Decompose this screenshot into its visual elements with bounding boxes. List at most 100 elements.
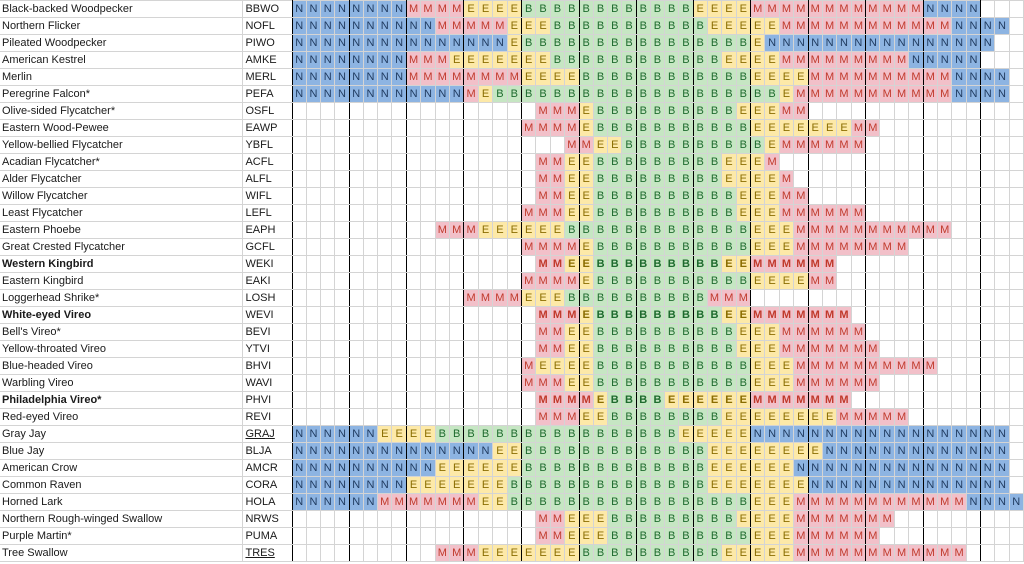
status-cell[interactable]: B [621,51,637,69]
status-cell[interactable]: N [980,476,996,494]
status-cell[interactable] [463,408,479,426]
status-cell[interactable]: B [678,493,694,511]
status-cell[interactable] [793,170,809,188]
status-cell[interactable]: N [291,34,307,52]
status-cell[interactable]: E [463,0,479,18]
status-cell[interactable] [1008,374,1024,392]
status-cell[interactable] [850,306,867,324]
status-cell[interactable]: B [607,102,623,120]
status-cell[interactable]: B [678,85,694,103]
species-code-cell[interactable]: GRAJ [242,425,293,443]
status-cell[interactable]: N [291,0,307,18]
status-cell[interactable]: E [449,51,465,69]
status-cell[interactable] [893,170,910,188]
status-cell[interactable]: N [951,459,967,477]
status-cell[interactable]: M [564,102,580,120]
status-cell[interactable] [362,204,379,222]
status-cell[interactable] [764,289,780,307]
status-cell[interactable]: B [607,272,623,290]
status-cell[interactable]: M [535,272,551,290]
status-cell[interactable] [291,136,307,154]
status-cell[interactable] [334,187,350,205]
status-cell[interactable]: B [635,340,651,358]
status-cell[interactable] [951,119,967,137]
species-name-cell[interactable]: Acadian Flycatcher* [0,153,244,171]
status-cell[interactable]: E [778,544,795,562]
status-cell[interactable]: N [1008,493,1024,511]
status-cell[interactable]: E [578,238,594,256]
status-cell[interactable] [908,391,924,409]
status-cell[interactable] [908,238,924,256]
status-cell[interactable] [405,306,422,324]
status-cell[interactable]: B [549,442,566,460]
status-cell[interactable]: M [535,204,551,222]
species-code-cell[interactable]: YTVI [242,340,293,358]
status-cell[interactable]: M [549,306,566,324]
status-cell[interactable] [477,374,494,392]
status-cell[interactable]: N [836,425,852,443]
status-cell[interactable]: M [937,221,953,239]
status-cell[interactable]: N [980,34,996,52]
status-cell[interactable]: N [362,425,379,443]
status-cell[interactable] [391,374,407,392]
status-cell[interactable] [334,136,350,154]
status-cell[interactable]: B [664,136,680,154]
status-cell[interactable]: E [735,442,751,460]
status-cell[interactable] [420,102,436,120]
status-cell[interactable]: B [664,102,680,120]
status-cell[interactable]: B [706,374,723,392]
status-cell[interactable] [405,136,422,154]
status-cell[interactable] [463,391,479,409]
status-cell[interactable]: E [706,476,723,494]
status-cell[interactable]: N [320,476,336,494]
status-cell[interactable]: M [778,306,795,324]
status-cell[interactable] [291,170,307,188]
status-cell[interactable] [821,102,838,120]
status-cell[interactable]: N [391,68,407,86]
status-cell[interactable] [937,306,953,324]
status-cell[interactable] [879,187,895,205]
status-cell[interactable]: B [607,323,623,341]
status-cell[interactable]: B [664,408,680,426]
status-cell[interactable] [951,391,967,409]
status-cell[interactable]: E [506,51,522,69]
status-cell[interactable] [449,340,465,358]
status-cell[interactable]: B [664,527,680,545]
status-cell[interactable]: N [334,0,350,18]
species-name-cell[interactable]: Red-eyed Vireo [0,408,244,426]
status-cell[interactable]: B [621,391,637,409]
status-cell[interactable] [305,544,322,562]
status-cell[interactable]: M [564,238,580,256]
status-cell[interactable]: N [836,476,852,494]
status-cell[interactable]: B [678,510,694,528]
status-cell[interactable]: B [621,374,637,392]
status-cell[interactable]: E [793,408,809,426]
status-cell[interactable]: B [649,442,666,460]
status-cell[interactable]: B [564,34,580,52]
status-cell[interactable]: M [405,493,422,511]
status-cell[interactable] [320,187,336,205]
status-cell[interactable]: B [607,170,623,188]
status-cell[interactable]: E [578,153,594,171]
status-cell[interactable] [879,170,895,188]
status-cell[interactable]: E [564,255,580,273]
status-cell[interactable]: N [377,476,393,494]
species-code-cell[interactable]: LEFL [242,204,293,222]
status-cell[interactable]: M [535,374,551,392]
status-cell[interactable] [362,357,379,375]
status-cell[interactable]: N [937,476,953,494]
status-cell[interactable]: B [649,187,666,205]
status-cell[interactable]: B [649,306,666,324]
status-cell[interactable]: B [706,323,723,341]
status-cell[interactable] [405,408,422,426]
status-cell[interactable]: M [821,204,838,222]
status-cell[interactable]: M [893,493,910,511]
status-cell[interactable]: E [664,391,680,409]
status-cell[interactable]: B [721,357,737,375]
status-cell[interactable] [937,408,953,426]
status-cell[interactable] [291,221,307,239]
status-cell[interactable]: N [908,51,924,69]
status-cell[interactable]: B [735,221,751,239]
status-cell[interactable]: B [706,187,723,205]
status-cell[interactable]: B [721,34,737,52]
